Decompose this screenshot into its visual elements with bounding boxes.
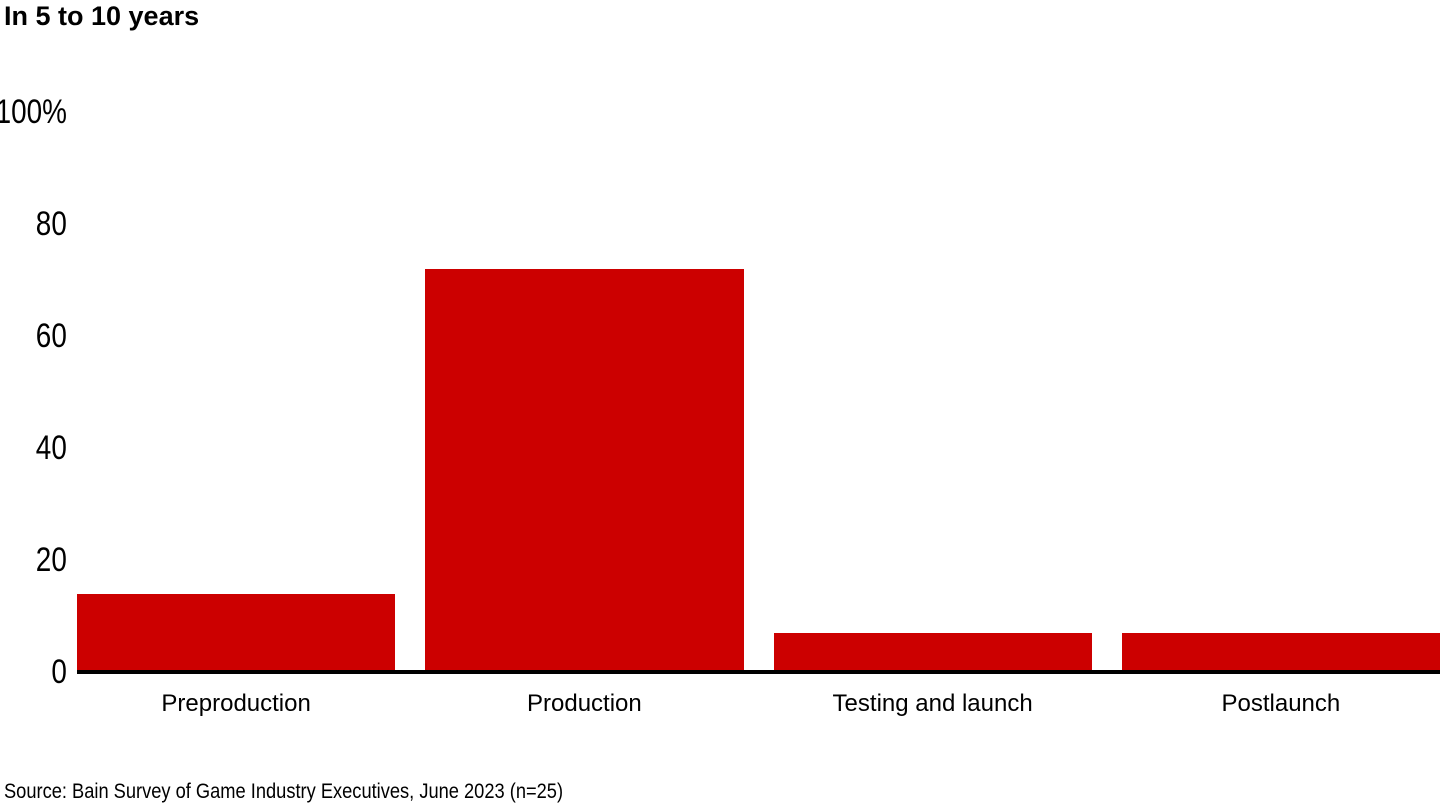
y-tick-label: 80	[35, 205, 67, 243]
plot-area	[77, 0, 1440, 674]
x-category-label: Preproduction	[161, 690, 311, 717]
y-tick-label: 100%	[0, 93, 67, 131]
y-tick-label: 40	[35, 429, 67, 467]
y-tick-label: 20	[35, 541, 67, 579]
x-axis-line	[77, 670, 1440, 674]
source-note: Source: Bain Survey of Game Industry Exe…	[4, 780, 564, 803]
y-tick-label: 60	[35, 317, 67, 355]
y-axis: 100% 80 60 40 20 0	[0, 0, 67, 700]
y-tick-label: 0	[51, 653, 67, 691]
bar-testing-and-launch	[773, 632, 1092, 672]
bar-preproduction	[77, 593, 396, 672]
x-category-label: Testing and launch	[832, 690, 1033, 717]
bar-production	[425, 268, 744, 672]
x-category-label: Postlaunch	[1221, 690, 1341, 717]
bar-postlaunch	[1121, 632, 1440, 672]
x-category-label: Production	[527, 690, 642, 717]
x-axis-labels: Preproduction Production Testing and launc…	[77, 689, 1440, 719]
chart-title: In 5 to 10 years	[4, 1, 200, 31]
bar-group	[77, 0, 1440, 672]
